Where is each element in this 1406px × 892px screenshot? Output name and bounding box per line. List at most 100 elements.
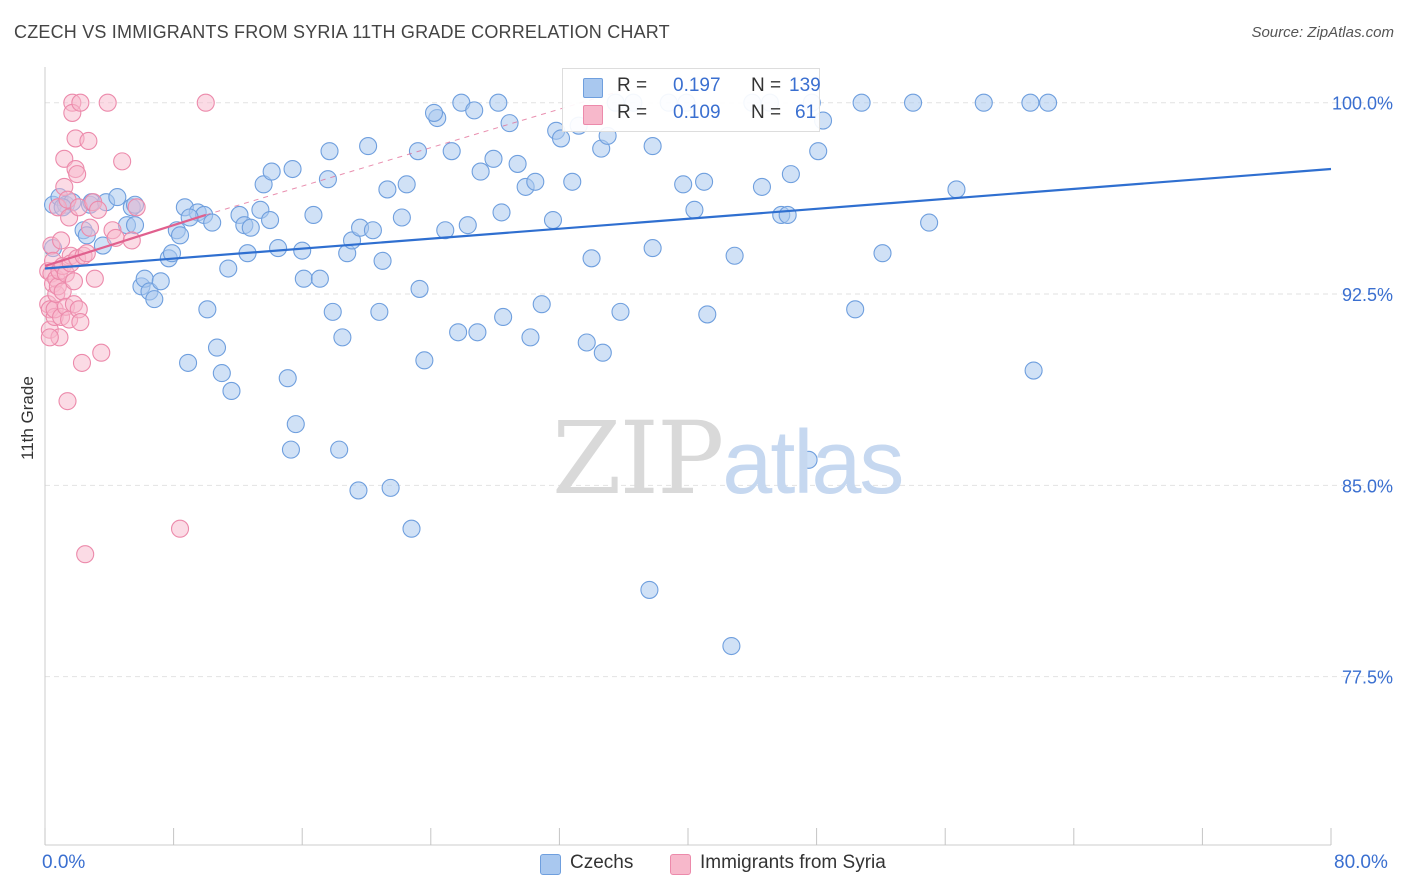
czech-point (442, 142, 461, 161)
y-tick-label: 85.0% (1342, 476, 1393, 496)
czech-point (722, 636, 741, 656)
syria-points (39, 93, 215, 564)
x-tick-label-max: 80.0% (1334, 852, 1388, 873)
czech-point (1024, 361, 1043, 380)
source-label: Source: ZipAtlas.com (1251, 24, 1394, 41)
czech-point (484, 149, 503, 168)
syria-point (85, 269, 104, 288)
czech-point (170, 226, 190, 245)
legend-label-czechs: Czechs (570, 852, 634, 873)
legend-n-label: N = (751, 102, 782, 123)
syria-point (79, 131, 98, 151)
czech-point (947, 180, 966, 199)
legend-n-value: 61 (795, 102, 817, 123)
czech-point (643, 239, 662, 258)
czech-point (397, 175, 416, 194)
czech-point (378, 180, 397, 199)
czech-point (281, 440, 300, 459)
syria-point (170, 519, 190, 538)
syria-point (68, 165, 87, 184)
czech-point (582, 249, 601, 268)
czech-point (219, 259, 238, 278)
czech-point (320, 142, 339, 161)
czech-point (260, 210, 280, 230)
czech-swatch (583, 78, 603, 98)
y-tick-labels: 77.5% 85.0% 92.5% 100.0% (1332, 94, 1393, 688)
legend-r-value: 0.197 (673, 75, 721, 96)
czech-point (370, 302, 389, 321)
czech-point (283, 159, 302, 179)
czech-point (330, 440, 349, 459)
czech-point (543, 210, 563, 230)
syria-point (76, 545, 95, 564)
syria-point (64, 272, 83, 291)
czech-point (685, 200, 704, 219)
czech-point (392, 208, 411, 227)
czech-point (551, 129, 571, 148)
syria-point (58, 392, 77, 411)
legend-r-value: 0.109 (673, 102, 721, 123)
czech-point (799, 450, 818, 469)
chart-title: CZECH VS IMMIGRANTS FROM SYRIA 11TH GRAD… (14, 22, 670, 42)
czech-point (640, 580, 659, 599)
czech-point (500, 114, 519, 133)
czech-point (563, 172, 582, 191)
syria-point (71, 313, 90, 332)
czech-point (262, 162, 281, 181)
czech-point (846, 300, 865, 319)
czech-point (310, 269, 329, 288)
czech-point (458, 216, 477, 235)
czech-point (424, 103, 444, 122)
czech-point (241, 218, 260, 237)
syria-trend-extension (205, 89, 624, 216)
czech-point (318, 170, 337, 189)
trend-lines (44, 89, 1332, 270)
watermark-atlas: atlas (722, 413, 904, 513)
czech-point (725, 246, 744, 265)
czech-point (198, 300, 217, 319)
y-axis-label: 11th Grade (18, 376, 37, 460)
syria-trend-line (44, 213, 207, 268)
legend-n-value: 139 (789, 75, 821, 96)
czech-point (465, 101, 484, 120)
syria-point (52, 231, 71, 250)
syria-point (98, 93, 117, 112)
czech-point (852, 93, 871, 112)
czech-point (489, 93, 508, 112)
czech-point (349, 481, 368, 500)
y-tick-label: 77.5% (1342, 668, 1393, 688)
syria-point (127, 198, 146, 217)
czech-point (323, 302, 342, 321)
czech-point (752, 177, 771, 196)
legend-n-label: N = (751, 75, 782, 96)
czech-point (293, 241, 312, 260)
czech-point (402, 519, 421, 538)
czech-point (508, 154, 527, 173)
czech-point (532, 295, 551, 314)
czech-point (363, 221, 382, 240)
czech-point (269, 239, 288, 258)
czech-point (974, 93, 993, 112)
czech-point (873, 244, 892, 263)
syria-point (55, 149, 74, 168)
czech-point (593, 343, 612, 362)
czech-point (809, 142, 828, 161)
czech-point (108, 188, 127, 207)
czech-point (1021, 93, 1040, 112)
czech-point (145, 290, 164, 309)
czech-point (611, 302, 630, 321)
czech-point (698, 305, 717, 324)
czech-points (43, 93, 1058, 656)
czech-point (526, 172, 545, 191)
czech-point (381, 478, 400, 497)
czech-point (778, 205, 797, 224)
syria-point (196, 93, 215, 112)
czech-point (903, 93, 923, 112)
watermark-zip: ZIP (552, 400, 724, 517)
czech-point (920, 213, 939, 232)
czech-point (415, 351, 434, 370)
syria-swatch (670, 854, 691, 875)
czech-point (468, 323, 487, 342)
syria-point (72, 353, 92, 372)
legend-label-syria: Immigrants from Syria (700, 852, 886, 873)
